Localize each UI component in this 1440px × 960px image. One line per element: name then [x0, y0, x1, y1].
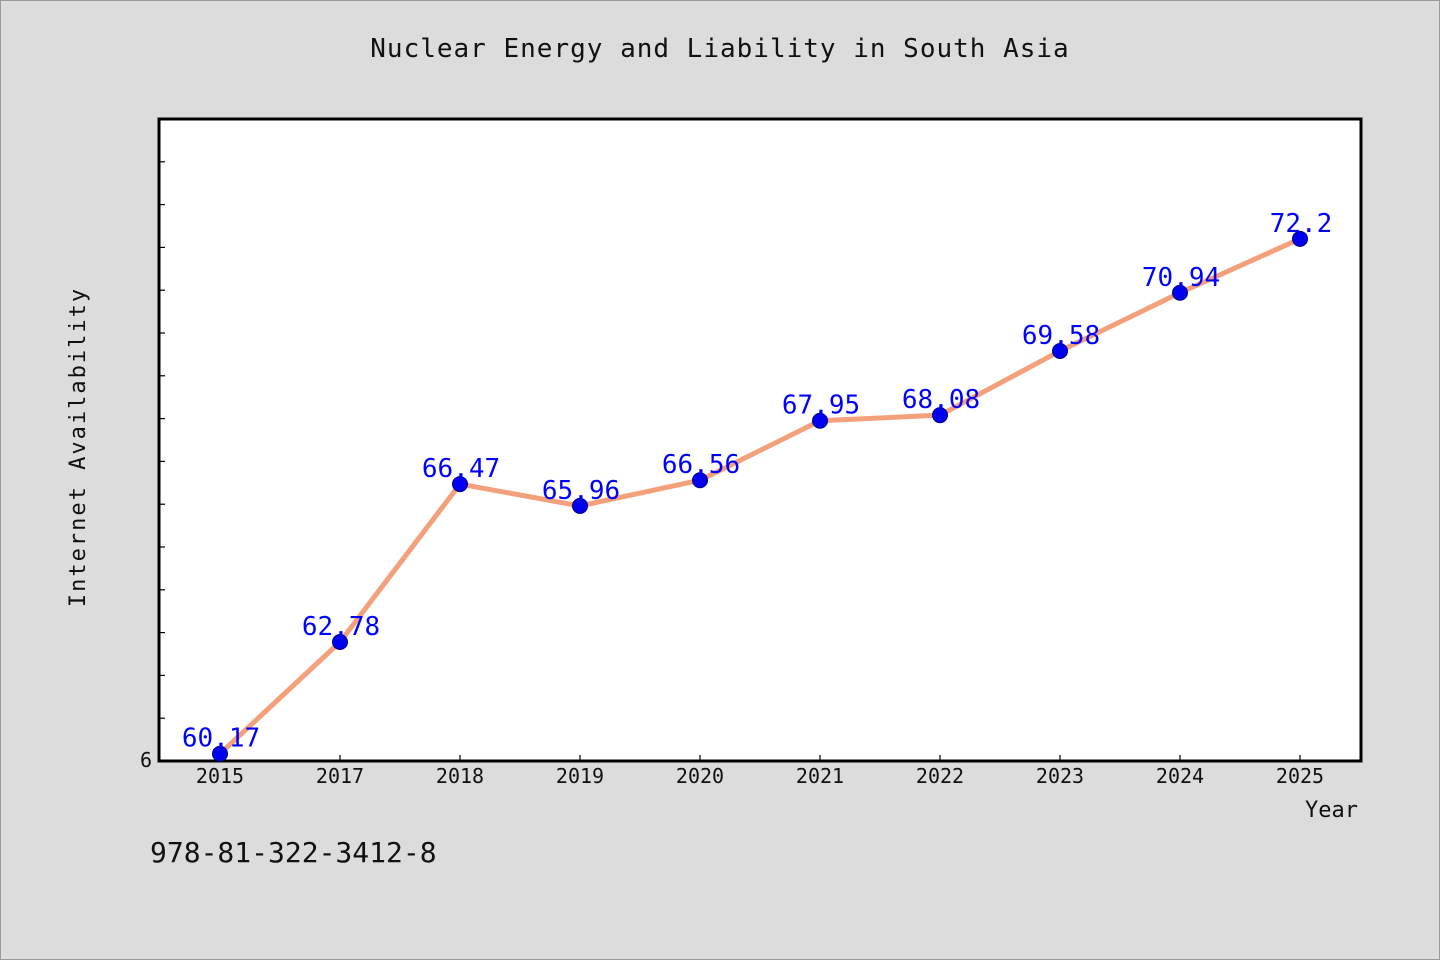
data-labels: 60.17 62.78 66.47 65.96 66.56 67.95 68.08 69.58…: [182, 209, 1332, 754]
x-axis-ticks: 2015 2017 2018 2019 2020 2021 2022 2023 2024 2025: [196, 755, 1324, 788]
footer-code: 978-81-322-3412-8: [150, 836, 437, 869]
data-point: [1172, 284, 1188, 301]
data-label: 66.56: [662, 450, 740, 480]
data-point: [932, 407, 948, 424]
x-tick-label: 2024: [1156, 764, 1204, 788]
data-label: 72.2: [1270, 209, 1333, 239]
data-point: [692, 472, 708, 489]
x-tick-label: 2022: [916, 764, 964, 788]
x-axis-label: Year: [1305, 798, 1358, 823]
data-label: 67.95: [782, 391, 860, 421]
x-tick-label: 2025: [1276, 764, 1324, 788]
x-tick-label: 2020: [676, 764, 724, 788]
data-label: 69.58: [1022, 321, 1100, 351]
y-tick-label: 6: [140, 748, 152, 772]
plot-area: [157, 117, 1363, 763]
series-line: [217, 236, 1303, 757]
x-tick-label: 2023: [1036, 764, 1084, 788]
data-label: 70.94: [1142, 263, 1220, 293]
data-label: 65.96: [542, 476, 620, 506]
x-tick-label: 2021: [796, 764, 844, 788]
x-tick-label: 2017: [316, 764, 364, 788]
data-label: 60.17: [182, 724, 260, 754]
data-point: [1292, 230, 1308, 247]
data-point: [812, 412, 828, 429]
data-point: [212, 745, 228, 762]
x-tick-label: 2015: [196, 764, 244, 788]
data-label: 68.08: [902, 385, 980, 415]
data-label: 66.47: [422, 454, 500, 484]
data-point: [332, 634, 348, 651]
data-points: [212, 230, 1308, 762]
data-point: [452, 476, 468, 493]
data-label: 62.78: [302, 612, 380, 642]
data-point: [572, 497, 588, 514]
y-axis-ticks: [159, 161, 165, 719]
x-tick-label: 2019: [556, 764, 604, 788]
x-tick-label: 2018: [436, 764, 484, 788]
data-point: [1052, 342, 1068, 359]
y-axis-label: Internet Availability: [66, 287, 91, 607]
chart-title: Nuclear Energy and Liability in South As…: [370, 34, 1070, 64]
